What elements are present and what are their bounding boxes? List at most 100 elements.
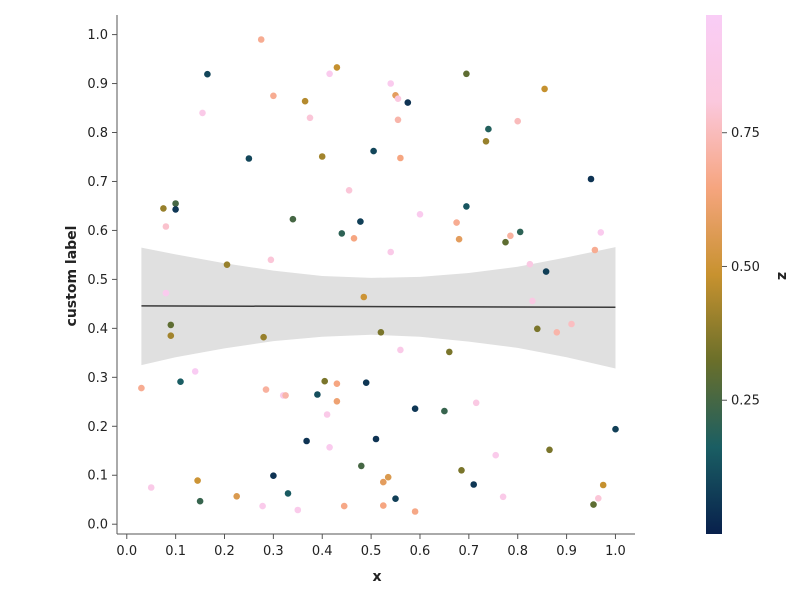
colorbar-tick-label: 0.25 bbox=[731, 394, 760, 409]
data-point bbox=[441, 407, 448, 415]
data-point bbox=[411, 508, 419, 515]
confidence-band bbox=[141, 247, 616, 369]
data-point bbox=[284, 490, 292, 497]
data-point bbox=[516, 228, 524, 236]
data-point bbox=[458, 467, 465, 474]
data-point bbox=[595, 495, 602, 502]
data-point bbox=[397, 154, 404, 162]
y-axis-label: custom label bbox=[64, 226, 80, 327]
data-point bbox=[333, 64, 341, 71]
y-tick-label: 0.3 bbox=[87, 371, 108, 386]
data-point bbox=[455, 235, 463, 243]
data-point bbox=[321, 377, 329, 385]
data-point bbox=[599, 481, 607, 489]
data-point bbox=[514, 117, 521, 125]
data-point bbox=[259, 502, 266, 510]
data-point bbox=[223, 261, 231, 269]
colorbar-tick-label: 0.75 bbox=[731, 126, 760, 141]
y-tick-label: 0.1 bbox=[87, 469, 108, 484]
x-tick-label: 0.5 bbox=[361, 544, 382, 559]
data-point bbox=[597, 229, 605, 236]
data-point bbox=[245, 155, 253, 162]
data-point bbox=[167, 332, 175, 340]
data-point bbox=[387, 80, 395, 87]
data-point bbox=[340, 502, 348, 510]
data-point bbox=[541, 85, 548, 93]
data-point bbox=[162, 289, 170, 297]
data-point bbox=[446, 348, 453, 356]
regression-line bbox=[141, 305, 616, 309]
data-point bbox=[345, 187, 353, 194]
data-point bbox=[380, 478, 387, 486]
y-tick-label: 0.4 bbox=[87, 322, 108, 337]
data-point bbox=[507, 232, 514, 240]
data-point bbox=[338, 230, 346, 237]
data-point bbox=[377, 329, 385, 336]
y-tick-label: 0.7 bbox=[87, 175, 108, 190]
data-point bbox=[387, 248, 395, 256]
data-point bbox=[526, 260, 534, 268]
x-tick-label: 1.0 bbox=[605, 544, 626, 559]
data-point bbox=[282, 392, 289, 399]
data-point bbox=[416, 211, 424, 218]
data-point bbox=[472, 399, 480, 407]
y-tick-label: 0.0 bbox=[87, 518, 108, 533]
x-tick-label: 0.2 bbox=[214, 544, 235, 559]
colorbar-label: z bbox=[774, 272, 790, 280]
data-point bbox=[167, 321, 175, 329]
data-point bbox=[323, 411, 331, 418]
data-point bbox=[333, 380, 341, 388]
y-tick-label: 0.5 bbox=[87, 273, 108, 288]
data-point bbox=[318, 153, 326, 160]
data-point bbox=[380, 502, 387, 509]
data-point bbox=[384, 473, 392, 481]
y-tick-label: 0.2 bbox=[87, 420, 108, 435]
data-point bbox=[485, 125, 492, 133]
x-tick-label: 0.3 bbox=[263, 544, 284, 559]
x-tick-label: 0.6 bbox=[410, 544, 431, 559]
colorbar-gradient bbox=[706, 15, 722, 534]
data-point bbox=[301, 97, 309, 105]
data-point bbox=[499, 493, 507, 501]
data-point bbox=[191, 368, 199, 375]
data-point bbox=[267, 256, 275, 264]
colorbar-tick-label: 0.50 bbox=[731, 260, 760, 275]
data-point bbox=[591, 246, 599, 254]
y-tick-label: 0.8 bbox=[87, 126, 108, 141]
data-point bbox=[394, 116, 402, 124]
data-point bbox=[326, 70, 333, 78]
data-point bbox=[270, 92, 277, 100]
data-point bbox=[199, 109, 206, 117]
x-tick-label: 0.8 bbox=[507, 544, 528, 559]
data-point bbox=[160, 205, 167, 212]
data-point bbox=[357, 218, 364, 225]
data-point bbox=[397, 346, 404, 354]
data-point bbox=[306, 114, 314, 122]
colorbar: 0.25 0.50 0.75 bbox=[706, 15, 760, 534]
data-point bbox=[492, 451, 500, 459]
data-point bbox=[587, 175, 595, 183]
data-point bbox=[546, 446, 553, 454]
data-point bbox=[542, 268, 550, 275]
data-point bbox=[289, 215, 297, 223]
data-point bbox=[262, 386, 270, 393]
data-point bbox=[172, 200, 179, 207]
x-tick-label: 0.7 bbox=[459, 544, 480, 559]
data-point bbox=[350, 235, 358, 242]
data-point bbox=[553, 329, 561, 336]
data-point bbox=[204, 70, 211, 78]
x-tick-label: 0.1 bbox=[165, 544, 186, 559]
x-tick-label: 0.0 bbox=[116, 544, 137, 559]
plot-area bbox=[138, 36, 619, 515]
data-point bbox=[177, 378, 184, 386]
data-point bbox=[294, 506, 302, 514]
data-point bbox=[314, 391, 321, 398]
data-point bbox=[612, 425, 619, 433]
x-tick-label: 0.9 bbox=[556, 544, 577, 559]
data-point bbox=[534, 325, 541, 333]
data-point bbox=[333, 398, 341, 405]
data-point bbox=[172, 206, 179, 213]
data-point bbox=[372, 435, 380, 443]
data-point bbox=[370, 147, 377, 155]
